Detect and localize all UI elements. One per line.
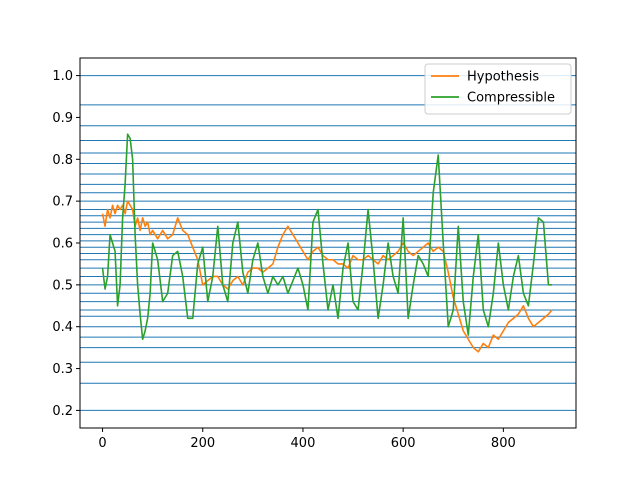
y-tick-label: 0.7: [52, 195, 73, 210]
x-tick-label: 800: [491, 436, 516, 451]
y-tick-label: 0.5: [52, 278, 73, 293]
x-tick-label: 600: [391, 436, 416, 451]
y-tick-label: 0.6: [52, 237, 73, 252]
y-tick-label: 0.9: [52, 111, 73, 126]
x-tick-label: 0: [98, 436, 106, 451]
legend-label-compressible: Compressible: [467, 91, 555, 106]
x-tick-label: 400: [291, 436, 316, 451]
legend-box: [424, 63, 572, 115]
series-line-compressible: [101, 133, 552, 341]
legend-label-hypothesis: Hypothesis: [467, 70, 539, 85]
legend: Hypothesis Compressible: [424, 63, 572, 115]
y-axis-ticks: 0.2 0.3 0.4 0.5 0.6 0.7 0.8 0.9 1.0: [52, 69, 80, 419]
y-tick-label: 0.2: [52, 404, 73, 419]
y-tick-label: 0.3: [52, 362, 73, 377]
y-tick-label: 0.4: [52, 320, 73, 335]
series-lines: [101, 133, 553, 353]
series-line-hypothesis: [101, 200, 553, 353]
y-tick-label: 1.0: [52, 69, 73, 84]
x-axis-ticks: 0 200 400 600 800: [98, 428, 516, 451]
y-tick-label: 0.8: [52, 153, 73, 168]
x-tick-label: 200: [190, 436, 215, 451]
